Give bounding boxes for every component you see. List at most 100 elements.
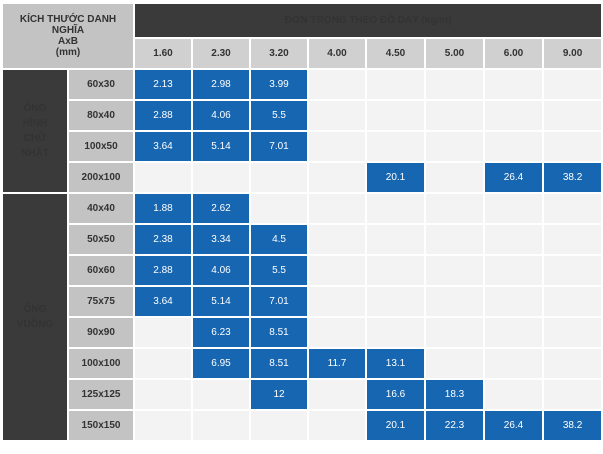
weight-value-cell: 2.13 [133,68,194,101]
size-label: 60x60 [66,254,136,287]
weight-value-cell: 20.1 [365,409,427,442]
table-row: 75x75 3.64 5.14 7.01 [2,285,603,318]
empty-cell [191,378,252,411]
empty-cell [307,409,368,442]
empty-cell [307,285,368,318]
thickness-header-row: 1.60 2.30 3.20 4.00 4.50 5.00 6.00 9.00 [2,37,603,70]
empty-cell [365,285,427,318]
empty-cell [365,316,427,349]
table-row: 60x60 2.88 4.06 5.5 [2,254,603,287]
table-row: 125x125 12 16.6 18.3 [2,378,603,411]
group-label-line: ỐNG [23,304,47,315]
empty-cell [191,409,252,442]
weight-value-cell: 22.3 [424,409,486,442]
empty-cell [133,316,194,349]
size-label: 200x100 [66,161,136,194]
weight-value-cell: 7.01 [249,285,310,318]
empty-cell [542,254,603,287]
group-label-line: VUÔNG [16,319,54,330]
weight-value-cell: 4.06 [191,99,252,132]
size-label: 40x40 [66,192,136,225]
empty-cell [483,223,545,256]
empty-cell [483,378,545,411]
weight-value-cell: 38.2 [542,409,603,442]
weight-value-cell: 8.51 [249,316,310,349]
empty-cell [424,254,486,287]
size-label: 50x50 [66,223,136,256]
empty-cell [542,378,603,411]
empty-cell [542,316,603,349]
table-row: 200x100 20.1 26.4 38.2 [2,161,603,194]
group-label-line: ỐNG [23,103,47,114]
empty-cell [307,99,368,132]
empty-cell [424,99,486,132]
weight-value-cell: 6.95 [191,347,252,380]
size-label: 90x90 [66,316,136,349]
weight-value-cell: 8.51 [249,347,310,380]
size-label: 100x50 [66,130,136,163]
thickness-header: 5.00 [424,37,486,70]
weight-value-cell: 1.88 [133,192,194,225]
empty-cell [542,192,603,225]
empty-cell [424,223,486,256]
empty-cell [365,192,427,225]
group-label: ỐNG VUÔNG [1,192,69,442]
weight-value-cell: 18.3 [424,378,486,411]
empty-cell [365,99,427,132]
weight-value-cell: 7.01 [249,130,310,163]
thickness-header: 2.30 [191,37,252,70]
group-label: ỐNG HÌNH CHỮ NHẬT [1,68,69,194]
empty-cell [483,192,545,225]
corner-line: AxB [58,36,79,47]
empty-cell [483,285,545,318]
size-label: 150x150 [66,409,136,442]
empty-cell [307,223,368,256]
weight-value-cell: 12 [249,378,310,411]
table-row: 90x90 6.23 8.51 [2,316,603,349]
empty-cell [424,68,486,101]
table-row: 50x50 2.38 3.34 4.5 [2,223,603,256]
thickness-header: 4.50 [365,37,427,70]
size-label: 125x125 [66,378,136,411]
weight-value-cell: 2.88 [133,254,194,287]
empty-cell [249,161,310,194]
table-row: 150x150 20.1 22.3 26.4 38.2 [2,409,603,442]
table-row: ỐNG HÌNH CHỮ NHẬT 60x30 2.13 2.98 3.99 [1,68,603,194]
empty-cell [483,99,545,132]
empty-cell [365,130,427,163]
empty-cell [424,130,486,163]
weight-value-cell: 26.4 [483,161,545,194]
weight-value-cell: 13.1 [365,347,427,380]
empty-cell [365,254,427,287]
weight-by-thickness-header: ĐƠN TRỌNG THEO ĐỘ DÀY (kg/m) [133,2,603,39]
empty-cell [424,347,486,380]
empty-cell [365,68,427,101]
empty-cell [483,68,545,101]
empty-cell [365,223,427,256]
thickness-header: 1.60 [133,37,194,70]
empty-cell [483,130,545,163]
group-label-line: CHỮ [23,133,47,144]
corner-line: (mm) [55,47,81,58]
empty-cell [307,316,368,349]
empty-cell [483,316,545,349]
table-row: 80x40 2.88 4.06 5.5 [2,99,603,132]
empty-cell [542,285,603,318]
empty-cell [133,161,194,194]
size-label: 60x30 [66,68,136,101]
weight-value-cell: 6.23 [191,316,252,349]
empty-cell [307,192,368,225]
weight-value-cell: 5.5 [249,99,310,132]
empty-cell [249,192,310,225]
empty-cell [542,130,603,163]
size-label: 75x75 [66,285,136,318]
empty-cell [542,347,603,380]
empty-cell [424,285,486,318]
weight-value-cell: 2.98 [191,68,252,101]
empty-cell [542,223,603,256]
weight-value-cell: 4.06 [191,254,252,287]
table-row: 100x100 6.95 8.51 11.7 13.1 [2,347,603,380]
group-label-line: NHẬT [21,148,49,159]
group-label-line: HÌNH [22,118,48,129]
thickness-header: 9.00 [542,37,603,70]
